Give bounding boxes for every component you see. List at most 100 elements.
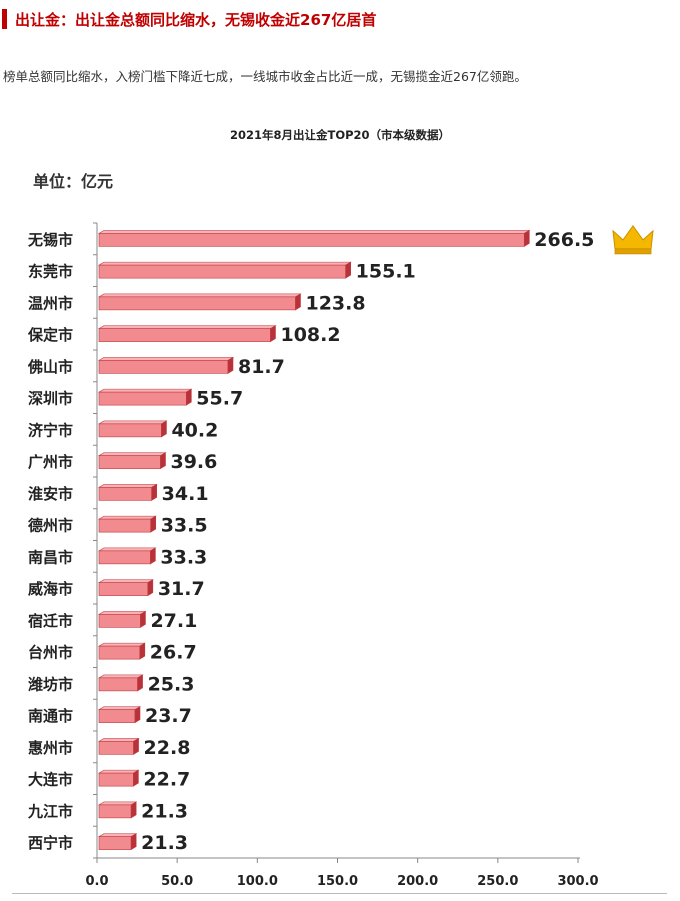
value-label: 155.1 <box>356 261 416 283</box>
chart-title: 2021年8月出让金TOP20（市本级数据） <box>229 128 451 142</box>
bar-top-face <box>97 293 302 298</box>
bar-top-face <box>97 674 144 679</box>
bar-side-face <box>147 579 154 597</box>
bar <box>98 296 296 311</box>
bar-side-face <box>134 706 141 724</box>
bar <box>98 423 162 438</box>
bar-top-face <box>97 388 193 393</box>
value-label: 26.7 <box>150 642 197 664</box>
bar <box>98 455 161 469</box>
category-label: 宿迁市 <box>28 612 73 630</box>
category-label: 佛山市 <box>27 358 73 376</box>
bar-side-face <box>270 325 276 343</box>
category-label: 潍坊市 <box>28 675 73 693</box>
value-label: 33.3 <box>160 546 207 568</box>
bar-top-face <box>97 833 138 837</box>
bar-side-face <box>160 452 166 470</box>
category-label: 南昌市 <box>28 548 73 566</box>
bar-side-face <box>161 420 167 438</box>
category-label: 西宁市 <box>28 834 73 852</box>
value-label: 22.7 <box>143 769 190 791</box>
bar-side-face <box>137 674 143 692</box>
x-tick-label: 300.0 <box>557 874 598 889</box>
value-label: 21.3 <box>141 800 188 822</box>
category-label: 惠州市 <box>28 739 73 757</box>
bar <box>98 360 229 374</box>
bar-top-face <box>97 515 157 520</box>
bar-top-face <box>97 579 154 583</box>
crown-icon <box>612 225 654 250</box>
bar-top-face <box>97 642 146 647</box>
bar-top-face <box>97 769 140 774</box>
bar <box>98 582 149 596</box>
value-label: 33.5 <box>161 515 208 537</box>
bar <box>98 709 136 723</box>
bar <box>98 772 134 787</box>
bar-side-face <box>150 515 157 533</box>
x-tick-label: 0.0 <box>85 874 108 889</box>
category-label: 温州市 <box>28 294 73 312</box>
bar <box>98 741 134 755</box>
heading-accent-bar <box>2 9 7 29</box>
value-label: 23.7 <box>145 705 192 727</box>
article-heading: 出让金：出让金总额同比缩水，无锡收金近267亿居首 <box>0 4 376 34</box>
bar-top-face <box>97 547 157 552</box>
x-tick-label: 50.0 <box>161 874 193 889</box>
bar-top-face <box>97 706 142 710</box>
value-label: 22.8 <box>144 737 191 759</box>
value-label: 21.3 <box>141 832 188 854</box>
category-label: 济宁市 <box>28 421 73 439</box>
article-summary: 榜单总额同比缩水，入榜门槛下降近七成，一线城市收金占比近一成，无锡揽金近267亿… <box>3 69 527 84</box>
bottom-divider <box>12 893 667 894</box>
value-label: 27.1 <box>150 610 197 632</box>
bar-side-face <box>345 261 351 279</box>
category-label: 深圳市 <box>28 390 73 408</box>
value-label: 266.5 <box>534 229 594 251</box>
category-label: 无锡市 <box>27 231 73 249</box>
value-label: 34.1 <box>162 483 209 505</box>
category-label: 大连市 <box>28 771 73 789</box>
category-label: 保定市 <box>27 326 73 344</box>
unit-label: 单位：亿元 <box>33 172 114 191</box>
category-label: 德州市 <box>28 517 73 535</box>
category-label: 威海市 <box>28 580 73 598</box>
x-tick-label: 250.0 <box>477 874 518 889</box>
category-label: 东莞市 <box>28 263 73 281</box>
bar-top-face <box>97 452 167 456</box>
x-tick-label: 100.0 <box>237 874 278 889</box>
bar <box>98 550 151 565</box>
bar <box>98 264 346 279</box>
bar-top-face <box>97 611 147 615</box>
bar <box>98 487 152 501</box>
bar <box>98 328 271 342</box>
category-label: 南通市 <box>28 707 73 725</box>
bar-side-face <box>150 547 156 565</box>
x-tick-label: 150.0 <box>317 874 358 889</box>
bar <box>98 391 187 406</box>
bar-side-face <box>130 801 137 819</box>
bar-side-face <box>151 483 157 501</box>
bar-top-face <box>97 484 158 488</box>
bar-top-face <box>97 738 140 742</box>
bar-side-face <box>139 642 146 660</box>
bar-top-face <box>97 325 277 329</box>
category-label: 九江市 <box>27 802 73 820</box>
bar <box>98 518 152 533</box>
bar-side-face <box>133 769 139 787</box>
bar <box>98 233 525 247</box>
value-label: 123.8 <box>305 292 365 314</box>
bar-top-face <box>97 801 138 806</box>
value-label: 81.7 <box>238 356 285 378</box>
bar-side-face <box>295 293 301 311</box>
category-label: 台州市 <box>28 644 73 662</box>
bar <box>98 677 138 692</box>
bar-side-face <box>140 610 146 628</box>
bar-top-face <box>97 230 531 234</box>
crown-base <box>614 248 652 255</box>
bar-top-face <box>97 261 352 266</box>
bar <box>98 836 132 850</box>
bar-side-face <box>130 833 137 851</box>
bar <box>98 645 141 660</box>
value-label: 108.2 <box>280 324 340 346</box>
